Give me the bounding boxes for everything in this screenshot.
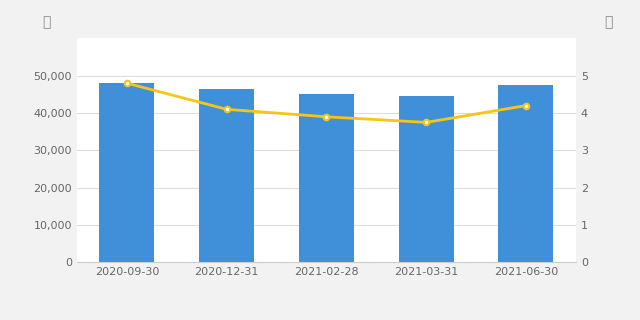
- Text: 元: 元: [604, 15, 612, 29]
- Text: 户: 户: [43, 15, 51, 29]
- Bar: [399, 96, 454, 262]
- Bar: [199, 89, 254, 262]
- Bar: [99, 83, 154, 262]
- Bar: [499, 85, 554, 262]
- Bar: [299, 94, 354, 262]
